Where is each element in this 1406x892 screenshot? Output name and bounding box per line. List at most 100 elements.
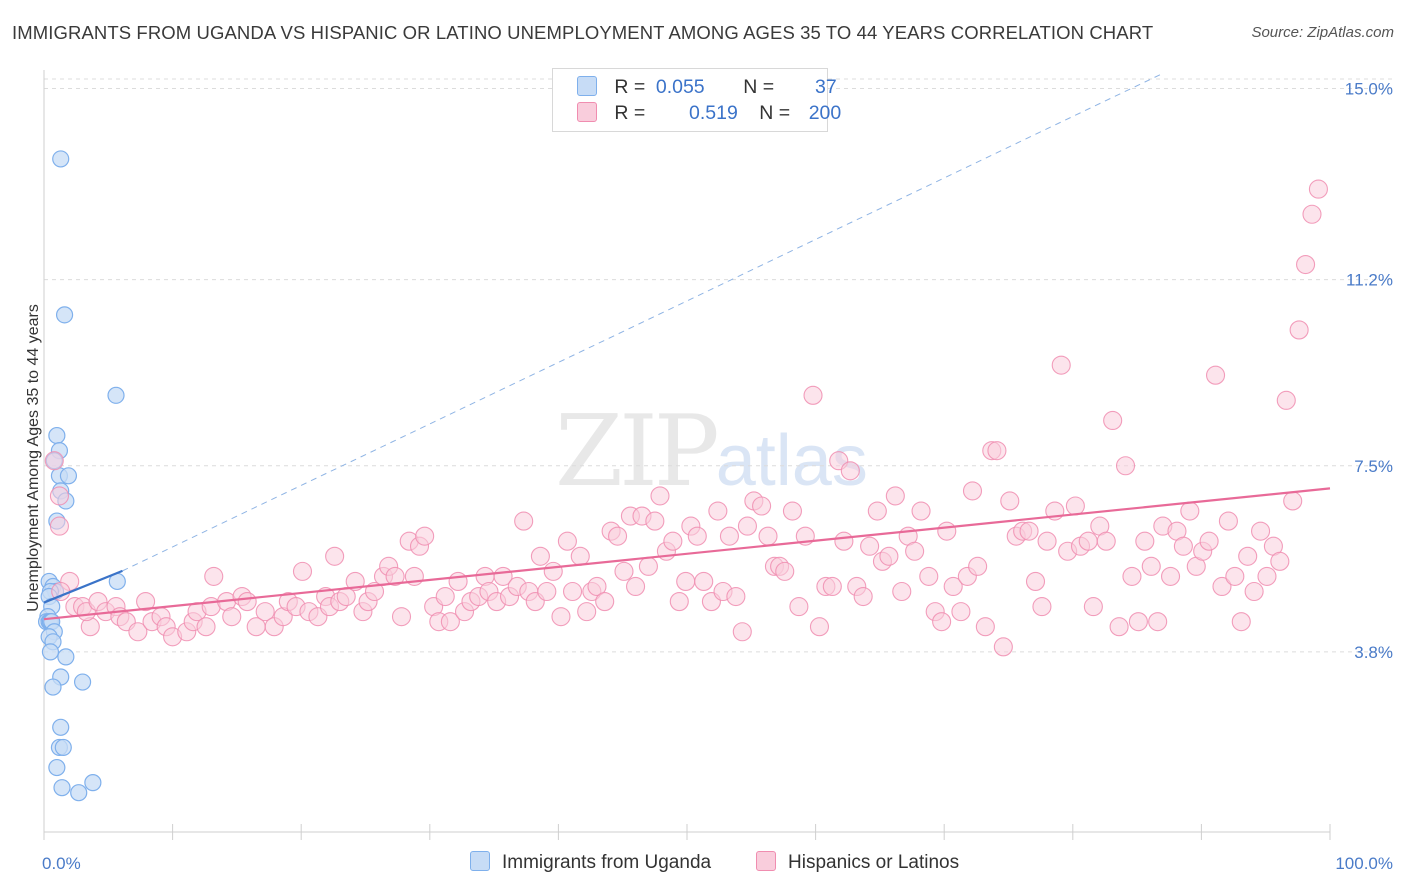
hispanic-point	[128, 622, 148, 642]
hispanic-point	[719, 526, 739, 546]
hispanic-point	[932, 612, 952, 632]
hispanic-point	[1037, 531, 1057, 551]
hispanic-point	[1128, 612, 1148, 632]
hispanic-trend-line	[43, 487, 1331, 621]
legend-swatch-blue	[577, 76, 597, 96]
bottom-legend-swatch-pink	[756, 851, 776, 871]
hispanic-point	[551, 607, 571, 627]
hispanic-point	[587, 576, 607, 597]
uganda-point	[44, 678, 62, 696]
hispanic-point	[136, 592, 156, 612]
hispanic-point	[822, 576, 842, 597]
uganda-point	[84, 774, 102, 792]
legend-r-label: R =	[614, 76, 646, 98]
hispanic-point	[676, 571, 696, 591]
uganda-trend-extended	[122, 72, 1164, 572]
uganda-point	[70, 784, 88, 802]
legend-row-uganda: R = 0.055 N = 37	[577, 76, 837, 100]
hispanic-point	[1109, 617, 1129, 637]
uganda-point	[57, 648, 75, 666]
hispanic-point	[782, 501, 803, 521]
hispanic-point	[1296, 254, 1316, 275]
hispanic-point	[1238, 546, 1258, 566]
bottom-legend-label-hispanic: Hispanics or Latinos	[788, 852, 960, 873]
hispanic-point	[626, 576, 646, 597]
hispanic-point	[650, 486, 670, 506]
hispanic-point	[1148, 612, 1168, 632]
hispanic-point	[1199, 531, 1219, 551]
axes	[43, 70, 1331, 840]
legend-r-value: 0.519	[689, 102, 738, 124]
uganda-point	[53, 779, 71, 797]
uganda-point	[54, 738, 72, 757]
hispanic-point	[867, 501, 887, 521]
hispanic-point	[937, 521, 957, 541]
uganda-trend-line	[43, 569, 123, 604]
hispanic-point	[732, 622, 752, 642]
y-tick-label: 11.2%	[1346, 271, 1393, 290]
uganda-point	[41, 643, 60, 661]
hispanic-point	[1000, 491, 1020, 511]
hispanic-point	[1065, 496, 1085, 516]
hispanic-point	[885, 486, 905, 506]
hispanic-point	[860, 536, 880, 556]
uganda-point	[48, 426, 66, 445]
hispanic-point	[1283, 491, 1303, 511]
legend-n-value: 200	[808, 102, 842, 124]
hispanic-point	[577, 602, 597, 622]
hispanic-point	[537, 581, 557, 602]
hispanic-point	[1276, 390, 1296, 410]
hispanic-point	[44, 451, 64, 471]
hispanic-point	[255, 602, 275, 622]
legend-r-value: 0.055	[655, 76, 705, 98]
hispanic-point	[726, 586, 746, 607]
y-axis-label: Unemployment Among Ages 35 to 44 years	[25, 304, 42, 612]
x-tick-label: 0.0%	[42, 854, 81, 873]
hispanic-point	[440, 612, 460, 632]
hispanic-point	[1096, 531, 1116, 551]
bottom-legend-hispanic: Hispanics or Latinos	[756, 851, 959, 874]
hispanic-point	[1135, 531, 1155, 551]
hispanic-point	[391, 607, 412, 627]
hispanic-point	[645, 511, 665, 531]
hispanic-point	[775, 561, 795, 581]
y-tick-labels: 3.8% 7.5% 11.2% 15.0%	[1345, 80, 1393, 662]
hispanic-point	[1051, 355, 1071, 375]
bottom-legend-uganda: Immigrants from Uganda	[470, 851, 711, 874]
trend-lines	[43, 72, 1331, 621]
hispanic-point	[638, 556, 658, 576]
x-tick-labels: 0.0% 100.0%	[42, 854, 1393, 873]
hispanic-point	[968, 556, 988, 576]
hispanic-point	[987, 441, 1007, 461]
correlation-legend: R = 0.055 N = 37 R = 0.519 N = 200	[552, 68, 841, 132]
legend-n-label: N =	[743, 76, 775, 98]
uganda-point	[107, 386, 125, 404]
hispanic-point	[1270, 551, 1290, 571]
hispanic-point	[1025, 571, 1046, 591]
chart-source: Source: ZipAtlas.com	[1251, 24, 1394, 41]
hispanic-point	[803, 385, 823, 405]
hispanic-point	[1257, 566, 1277, 586]
hispanic-point	[345, 571, 365, 591]
hispanic-point	[840, 461, 860, 481]
hispanic-point	[196, 617, 216, 637]
hispanic-point	[385, 566, 405, 586]
hispanic-point	[694, 571, 714, 591]
hispanic-point	[530, 546, 550, 566]
hispanic-point	[448, 571, 468, 591]
hispanic-point	[1251, 521, 1271, 541]
hispanic-point	[752, 496, 772, 516]
hispanic-point	[557, 531, 577, 551]
bottom-legend-label-uganda: Immigrants from Uganda	[502, 852, 712, 873]
hispanic-points	[44, 179, 1328, 657]
hispanic-point	[1078, 531, 1098, 551]
hispanic-point	[1122, 566, 1142, 586]
hispanic-point	[562, 581, 583, 602]
hispanic-point	[1180, 501, 1200, 521]
hispanic-point	[708, 501, 728, 521]
hispanic-point	[1019, 521, 1039, 541]
hispanic-point	[222, 607, 242, 627]
hispanic-point	[663, 531, 683, 551]
hispanic-point	[1225, 566, 1245, 586]
hispanic-point	[204, 566, 224, 586]
